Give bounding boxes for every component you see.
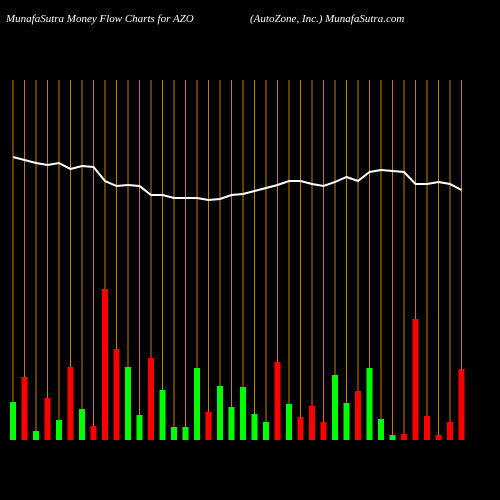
bar: [297, 417, 304, 440]
bar: [332, 375, 338, 440]
bar: [412, 319, 419, 440]
bar: [90, 426, 97, 440]
bar: [251, 414, 258, 440]
bar: [217, 386, 223, 440]
bar: [343, 403, 350, 440]
bar: [148, 358, 154, 440]
bar: [274, 362, 281, 440]
bar: [194, 368, 200, 440]
bar: [44, 398, 51, 440]
bar: [286, 404, 292, 440]
bar: [447, 422, 453, 440]
bar: [320, 422, 327, 440]
bar: [378, 419, 384, 440]
bar: [435, 435, 442, 440]
chart-title: MunafaSutra Money Flow Charts for AZO: [5, 13, 194, 25]
bar: [113, 349, 120, 440]
bar: [389, 435, 396, 440]
bar: [263, 422, 269, 440]
bar: [366, 368, 373, 440]
bar: [136, 415, 143, 440]
bar: [33, 431, 39, 440]
bar: [458, 369, 465, 440]
bar: [159, 390, 166, 440]
bar: [228, 407, 235, 440]
bar: [10, 402, 16, 440]
flow-line: [12, 156, 462, 202]
bar: [424, 416, 430, 440]
bar: [125, 367, 131, 440]
bar: [401, 434, 407, 440]
bar: [182, 427, 189, 440]
bar: [56, 420, 62, 440]
bar: [102, 289, 108, 440]
chart-subtitle: (AutoZone, Inc.) MunafaSutra.com: [250, 13, 404, 25]
bar: [67, 367, 74, 440]
bar: [21, 377, 28, 440]
bar: [355, 391, 361, 440]
bar: [79, 409, 85, 440]
bar: [171, 427, 177, 440]
bar: [205, 412, 212, 440]
bar: [240, 387, 246, 440]
bar: [309, 406, 315, 440]
